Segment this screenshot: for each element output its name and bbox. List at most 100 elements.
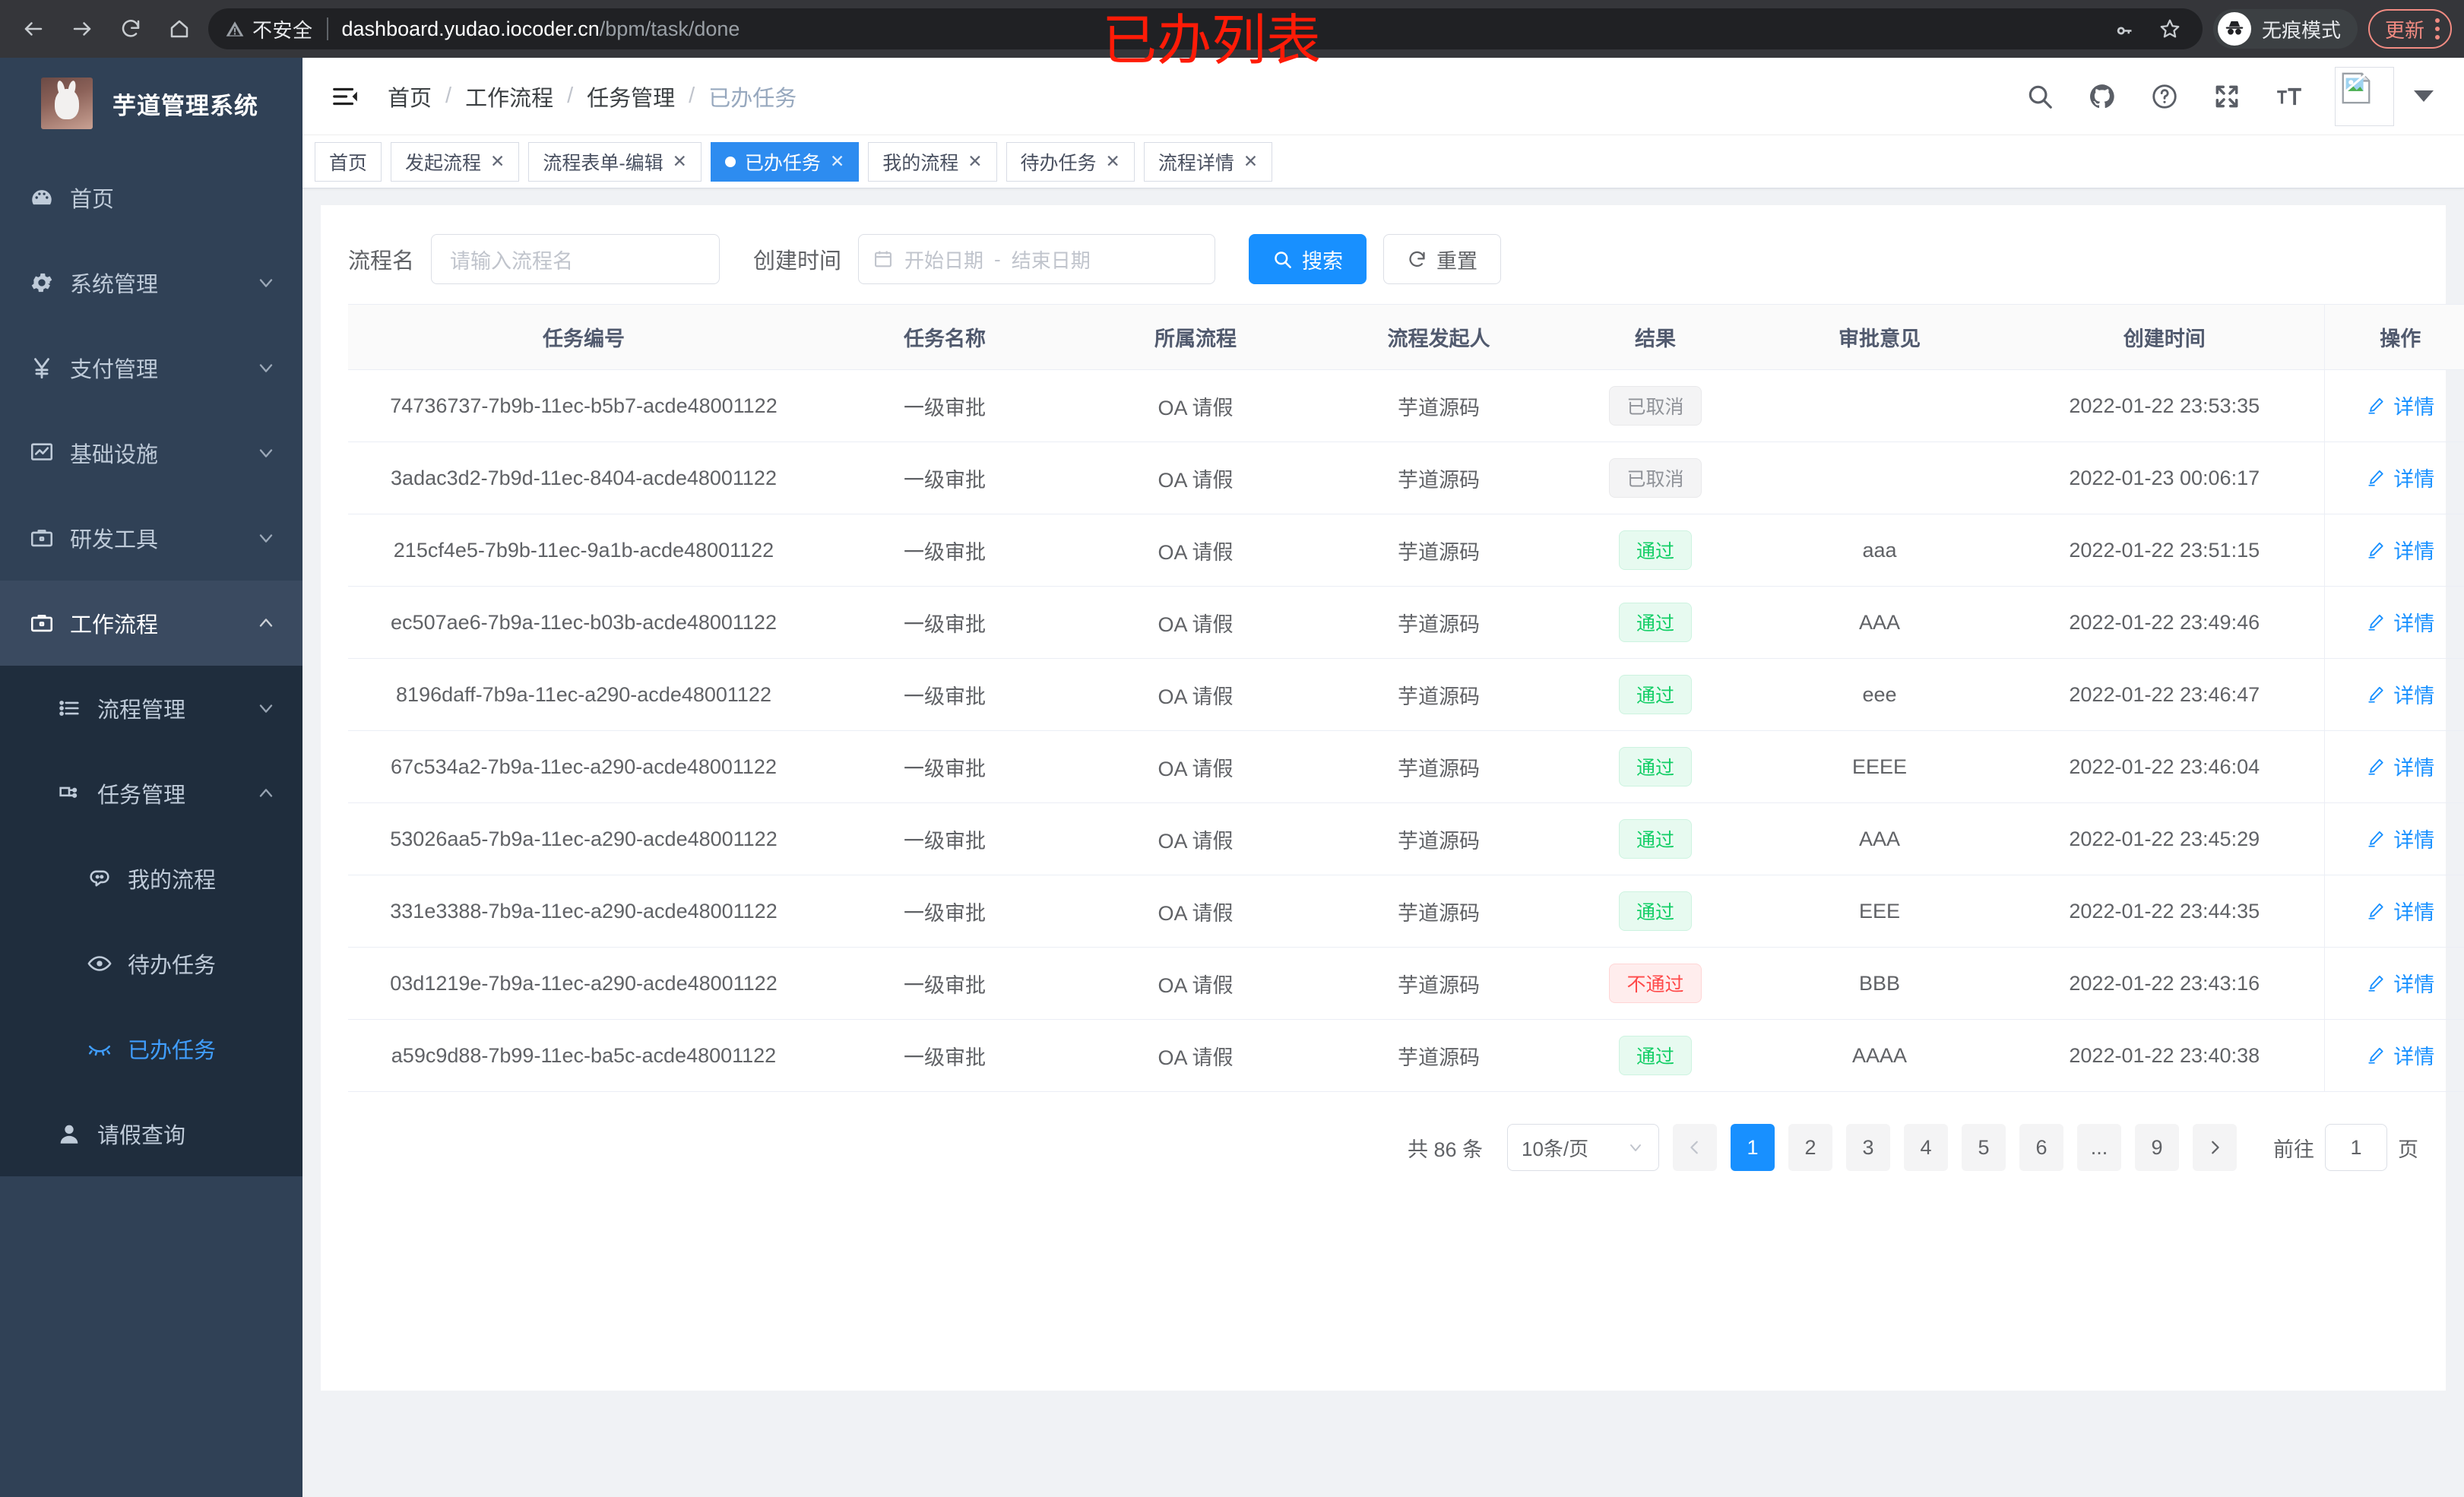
home-icon[interactable] — [158, 8, 201, 50]
tab-process-form-edit[interactable]: 流程表单-编辑 ✕ — [528, 141, 702, 182]
bookmark-star-icon[interactable] — [2158, 17, 2181, 40]
forward-icon[interactable] — [61, 8, 103, 50]
page-button-9[interactable]: 9 — [2135, 1124, 2179, 1171]
tab-home[interactable]: 首页 — [315, 141, 382, 182]
page-button-1[interactable]: 1 — [1731, 1124, 1775, 1171]
chevron-down-icon — [259, 534, 273, 543]
detail-button[interactable]: 详情 — [2366, 463, 2434, 492]
sidebar-item-system[interactable]: 系统管理 — [0, 240, 302, 325]
sidebar-item-leave-query[interactable]: 请假查询 — [0, 1091, 302, 1176]
sidebar-item-workflow[interactable]: 工作流程 — [0, 581, 302, 666]
detail-label: 详情 — [2393, 685, 2435, 708]
detail-button[interactable]: 详情 — [2366, 535, 2434, 565]
help-icon[interactable] — [2148, 80, 2181, 113]
fullscreen-icon[interactable] — [2210, 80, 2244, 113]
sidebar-item-todo-task[interactable]: 待办任务 — [0, 921, 302, 1006]
close-icon[interactable]: ✕ — [1243, 151, 1259, 171]
font-size-icon[interactable] — [2272, 80, 2306, 113]
sidebar-item-done-task[interactable]: 已办任务 — [0, 1006, 302, 1091]
chevron-up-icon — [259, 789, 273, 797]
sidebar-collapse-icon[interactable] — [328, 80, 362, 113]
detail-button[interactable]: 详情 — [2366, 679, 2434, 709]
chevron-down-icon — [259, 364, 273, 372]
prev-page-button[interactable] — [1673, 1124, 1717, 1171]
github-icon[interactable] — [2086, 80, 2119, 113]
sidebar-item-infrastructure[interactable]: 基础设施 — [0, 410, 302, 495]
detail-button[interactable]: 详情 — [2366, 391, 2434, 420]
tab-start-process[interactable]: 发起流程 ✕ — [391, 141, 520, 182]
page-button-5[interactable]: 5 — [1962, 1124, 2006, 1171]
back-icon[interactable] — [12, 8, 55, 50]
detail-button[interactable]: 详情 — [2366, 1040, 2434, 1070]
close-icon[interactable]: ✕ — [1105, 151, 1120, 171]
close-icon[interactable]: ✕ — [829, 151, 845, 171]
detail-button[interactable]: 详情 — [2366, 824, 2434, 853]
detail-label: 详情 — [2393, 829, 2435, 853]
list-icon — [56, 695, 97, 721]
sidebar-item-devtools[interactable]: 研发工具 — [0, 495, 302, 581]
search-button[interactable]: 搜索 — [1249, 234, 1367, 284]
cell-operation: 详情 — [2323, 442, 2464, 514]
search-icon[interactable] — [2023, 80, 2057, 113]
cell-opinion: AAA — [1754, 586, 2005, 659]
brand[interactable]: 芋道管理系统 — [0, 58, 302, 149]
page-button-3[interactable]: 3 — [1846, 1124, 1890, 1171]
page-button-6[interactable]: 6 — [2019, 1124, 2063, 1171]
table-row: a59c9d88-7b99-11ec-ba5c-acde48001122 一级审批… — [348, 1019, 2464, 1092]
close-icon[interactable]: ✕ — [490, 151, 505, 171]
detail-button[interactable]: 详情 — [2366, 968, 2434, 998]
breadcrumb-separator: / — [445, 84, 452, 108]
cell-result: 通过 — [1557, 875, 1754, 948]
sidebar-item-payment[interactable]: 支付管理 — [0, 325, 302, 410]
reload-icon[interactable] — [109, 8, 152, 50]
update-button[interactable]: 更新 — [2367, 9, 2452, 49]
tab-todo-task[interactable]: 待办任务 ✕ — [1006, 141, 1135, 182]
cell-created: 2022-01-22 23:40:38 — [2005, 1019, 2324, 1092]
close-icon[interactable]: ✕ — [672, 151, 687, 171]
password-key-icon[interactable] — [2114, 17, 2137, 40]
breadcrumb-item-0[interactable]: 首页 — [388, 86, 432, 111]
breadcrumb-item-2[interactable]: 任务管理 — [587, 86, 676, 111]
tab-my-process[interactable]: 我的流程 ✕ — [868, 141, 997, 182]
table-row: 3adac3d2-7b9d-11ec-8404-acde48001122 一级审批… — [348, 442, 2464, 514]
incognito-indicator[interactable]: 无痕模式 — [2212, 9, 2358, 49]
close-icon[interactable]: ✕ — [968, 151, 983, 171]
process-name-input[interactable]: 请输入流程名 — [431, 234, 721, 284]
status-badge: 通过 — [1618, 675, 1692, 714]
sidebar-item-label: 我的流程 — [128, 869, 217, 893]
jump-page-input[interactable]: 1 — [2325, 1124, 2387, 1171]
detail-button[interactable]: 详情 — [2366, 752, 2434, 781]
chevron-down-icon[interactable] — [2414, 90, 2434, 102]
date-range-picker[interactable]: 开始日期 - 结束日期 — [858, 234, 1216, 284]
cell-task-name: 一级审批 — [819, 369, 1070, 442]
page-button-2[interactable]: 2 — [1788, 1124, 1832, 1171]
detail-button[interactable]: 详情 — [2366, 607, 2434, 637]
cell-operation: 详情 — [2323, 875, 2464, 948]
tab-process-detail[interactable]: 流程详情 ✕ — [1143, 141, 1273, 182]
sidebar-item-my-process[interactable]: 我的流程 — [0, 836, 302, 921]
sidebar-item-process-manage[interactable]: 流程管理 — [0, 666, 302, 751]
tab-done-task[interactable]: 已办任务 ✕ — [710, 141, 860, 182]
reset-button[interactable]: 重置 — [1383, 234, 1502, 284]
security-indicator[interactable]: 不安全 — [225, 15, 313, 43]
cell-process: OA 请假 — [1070, 947, 1321, 1020]
sidebar-item-label: 任务管理 — [97, 783, 186, 808]
browser-menu-icon[interactable] — [2435, 18, 2440, 40]
chevron-down-icon — [1630, 1144, 1641, 1151]
breadcrumb-item-1[interactable]: 工作流程 — [465, 86, 554, 111]
cell-operation: 详情 — [2323, 369, 2464, 442]
address-bar[interactable]: 不安全 dashboard.yudao.iocoder.cn/bpm/task/… — [208, 8, 2203, 49]
next-page-button[interactable] — [2193, 1124, 2237, 1171]
page-button-4[interactable]: 4 — [1904, 1124, 1948, 1171]
tab-label: 发起流程 — [405, 152, 482, 174]
avatar[interactable] — [2335, 66, 2394, 126]
sidebar-item-task-manage[interactable]: 任务管理 — [0, 751, 302, 836]
detail-button[interactable]: 详情 — [2366, 896, 2434, 926]
sidebar-item-home[interactable]: 首页 — [0, 155, 302, 240]
table-row: 53026aa5-7b9a-11ec-a290-acde48001122 一级审批… — [348, 802, 2464, 875]
main-area: 首页 / 工作流程 / 任务管理 / 已办任务 — [302, 58, 2464, 1497]
status-badge: 通过 — [1618, 747, 1692, 786]
page-size-select[interactable]: 10条/页 — [1507, 1124, 1659, 1171]
page-ellipsis[interactable]: ... — [2077, 1124, 2121, 1171]
cell-process: OA 请假 — [1070, 875, 1321, 948]
